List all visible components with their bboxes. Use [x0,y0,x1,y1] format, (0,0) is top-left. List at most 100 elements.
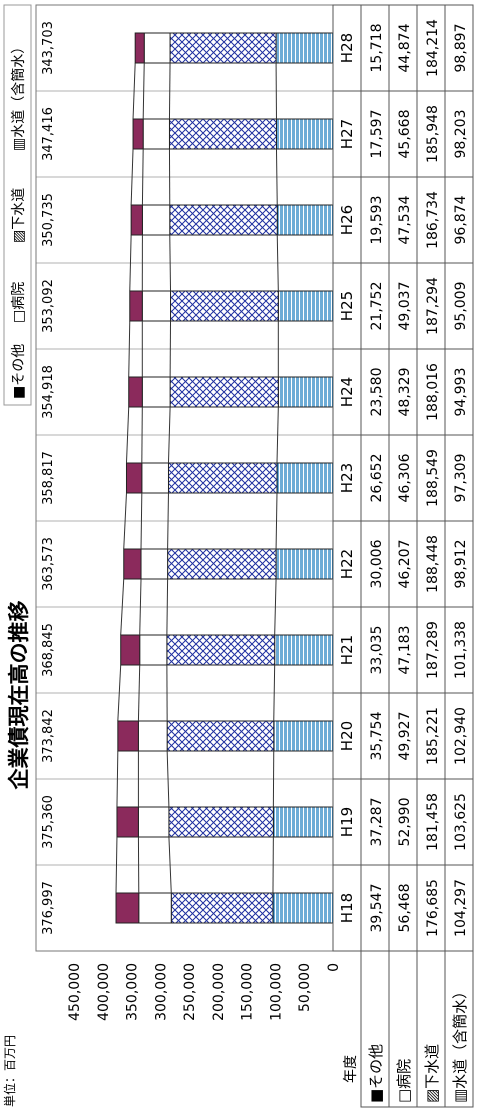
series-connector-line [140,492,143,550]
data-value-label: 181,458 [425,793,441,851]
data-value-label: 101,338 [453,621,469,679]
chart-title: 企業債現在高の推移 [7,601,31,791]
bar-segment-2 [138,892,172,924]
bar-segment-3 [169,32,277,64]
bar-segment-2 [137,720,168,752]
data-value-label: 15,718 [369,24,385,73]
y-tick-label: 400,000 [96,963,112,1021]
bar-segment-4 [275,118,334,150]
y-tick-label: 200,000 [211,963,227,1021]
series-connector-line [115,836,118,894]
category-label: H21 [338,635,356,665]
y-tick-label: 100,000 [268,963,284,1021]
bar-segment-2 [140,548,169,580]
data-value-label: 94,993 [453,368,469,417]
y-tick-label: 150,000 [240,963,256,1021]
series-connector-line [167,406,171,464]
data-value-label: 98,912 [453,540,469,589]
total-label: 350,735 [41,193,56,247]
bar-segment-1 [123,548,142,580]
data-value-label: 97,309 [453,454,469,503]
bar-segment-1 [125,462,143,494]
unit-label: 単位：百万円 [2,1035,17,1107]
data-value-label: 48,329 [397,368,413,417]
bar-segment-4 [276,204,334,236]
category-label: H26 [338,205,356,235]
series-connector-line [117,664,122,722]
series-row-label: ▥水道（含簡水） [451,984,469,1103]
bar-segment-3 [166,720,275,752]
bar-segment-3 [168,806,274,838]
data-value-label: 37,287 [369,798,385,847]
series-connector-line [123,492,127,550]
total-label: 343,703 [41,21,56,75]
bar-segment-3 [167,462,278,494]
category-label: H25 [338,291,356,321]
bar-segment-4 [277,290,334,322]
data-value-label: 98,897 [453,24,469,73]
bar-segment-3 [166,634,276,666]
bar-segment-4 [272,892,334,924]
data-value-label: 33,035 [369,626,385,675]
series-connector-line [137,664,141,722]
bar-segment-4 [272,806,334,838]
series-connector-line [276,406,279,464]
data-value-label: 46,207 [397,540,413,589]
y-tick-label: 300,000 [153,963,169,1021]
series-connector-line [141,148,144,206]
bar-segment-2 [141,290,172,322]
total-label: 358,817 [41,451,56,505]
data-value-label: 23,580 [369,368,385,417]
series-row-label: □病院 [395,1059,413,1103]
bar-segment-3 [169,204,278,236]
data-value-label: 46,306 [397,453,413,502]
y-tick-label: 0 [326,963,342,972]
series-connector-line [275,492,278,550]
data-value-label: 95,009 [453,282,469,331]
series-connector-line [169,234,172,292]
data-value-label: 35,754 [369,711,385,760]
bar-segment-3 [170,892,274,924]
bar-segment-4 [277,376,334,408]
category-label: H20 [338,721,356,751]
data-value-label: 188,549 [425,449,441,507]
legend-item: ▨下水道 [11,188,27,243]
bar-segment-2 [143,32,171,64]
bar-segment-2 [142,118,170,150]
series-connector-line [273,664,276,722]
y-tick-label: 350,000 [125,963,141,1021]
total-label: 375,360 [41,795,56,849]
data-value-label: 186,734 [425,191,441,249]
series-connector-line [129,234,132,292]
category-label: H28 [338,33,356,63]
bar-segment-2 [139,634,168,666]
data-value-label: 96,874 [453,195,469,244]
total-label: 354,918 [41,365,56,419]
bar-segment-1 [130,204,143,236]
category-label: H18 [338,893,356,923]
category-label: H22 [338,549,356,579]
bar-segment-3 [167,548,277,580]
data-value-label: 49,927 [397,712,413,761]
y-tick-label: 250,000 [182,963,198,1021]
series-connector-line [275,148,278,206]
bar-segment-4 [275,32,334,64]
bar-segment-1 [132,118,144,150]
bar-segment-1 [117,720,139,752]
series-row-label: ■その他 [367,1044,385,1103]
data-value-label: 19,593 [369,196,385,245]
bar-segment-1 [128,376,143,408]
series-connector-line [168,836,172,894]
series-connector-line [167,492,169,550]
legend-item: ▥水道（含簡水） [11,40,27,151]
category-label: H27 [338,119,356,149]
data-value-label: 56,468 [397,884,413,933]
legend-item: □病院 [11,282,27,323]
bar-segment-3 [168,118,277,150]
legend: ■その他 □病院 ▨下水道 ▥水道（含簡水） [3,4,32,406]
bar-segment-4 [273,720,334,752]
series-connector-line [166,750,170,808]
series-connector-line [142,62,145,120]
data-value-label: 98,203 [453,110,469,159]
data-value-label: 44,874 [397,23,413,72]
